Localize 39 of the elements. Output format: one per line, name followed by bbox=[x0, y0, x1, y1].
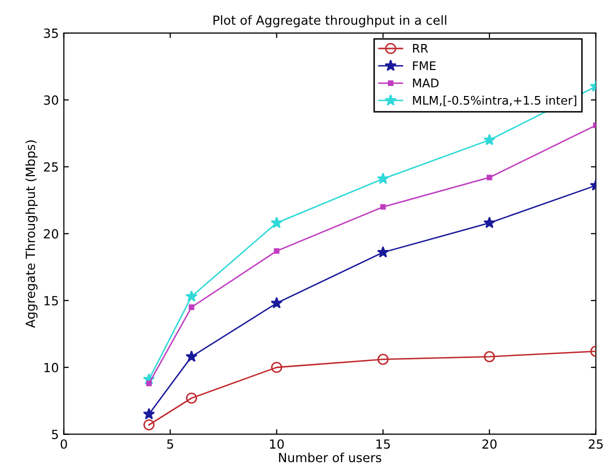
point bbox=[270, 216, 283, 228]
point bbox=[143, 419, 155, 430]
point bbox=[377, 354, 389, 365]
y-tick-label: 35 bbox=[44, 28, 58, 38]
point bbox=[186, 350, 198, 362]
x-tick-label: 20 bbox=[482, 439, 497, 449]
point bbox=[377, 246, 390, 258]
y-tick-label: 15 bbox=[44, 296, 58, 306]
point bbox=[142, 408, 155, 420]
x-tick-label: 25 bbox=[588, 439, 603, 449]
y-tick-label: 30 bbox=[44, 95, 58, 105]
x-tick-label: 15 bbox=[376, 439, 390, 449]
y-axis-title: Aggregate Throughput (Mbps) bbox=[25, 140, 38, 328]
chart-title: Plot of Aggregate throughput in a cell bbox=[214, 15, 446, 28]
y-tick-label: 25 bbox=[44, 162, 58, 172]
x-tick-label: 5 bbox=[167, 439, 174, 449]
x-tick-label: 0 bbox=[60, 439, 67, 449]
point bbox=[271, 362, 282, 373]
point bbox=[380, 204, 386, 210]
point bbox=[274, 248, 280, 254]
y-tick-label: 20 bbox=[44, 229, 58, 239]
point bbox=[483, 216, 496, 228]
x-axis-title: Number of users bbox=[279, 452, 382, 462]
y-tick-label: 10 bbox=[44, 362, 58, 372]
point bbox=[188, 304, 194, 310]
point bbox=[377, 172, 390, 184]
legend-label: RR bbox=[413, 44, 428, 53]
point bbox=[486, 174, 492, 180]
point bbox=[186, 290, 198, 302]
legend-label: FME bbox=[413, 61, 436, 70]
point bbox=[270, 296, 283, 308]
point bbox=[186, 392, 198, 404]
y-tick-label: 5 bbox=[52, 430, 58, 440]
legend-label: MAD bbox=[413, 78, 439, 88]
point bbox=[146, 380, 152, 386]
legend-label: MLM,[-0.5%intra,+1.5 inter] bbox=[413, 96, 576, 106]
point bbox=[483, 134, 496, 146]
x-tick-label: 10 bbox=[270, 439, 284, 449]
point bbox=[484, 351, 495, 362]
